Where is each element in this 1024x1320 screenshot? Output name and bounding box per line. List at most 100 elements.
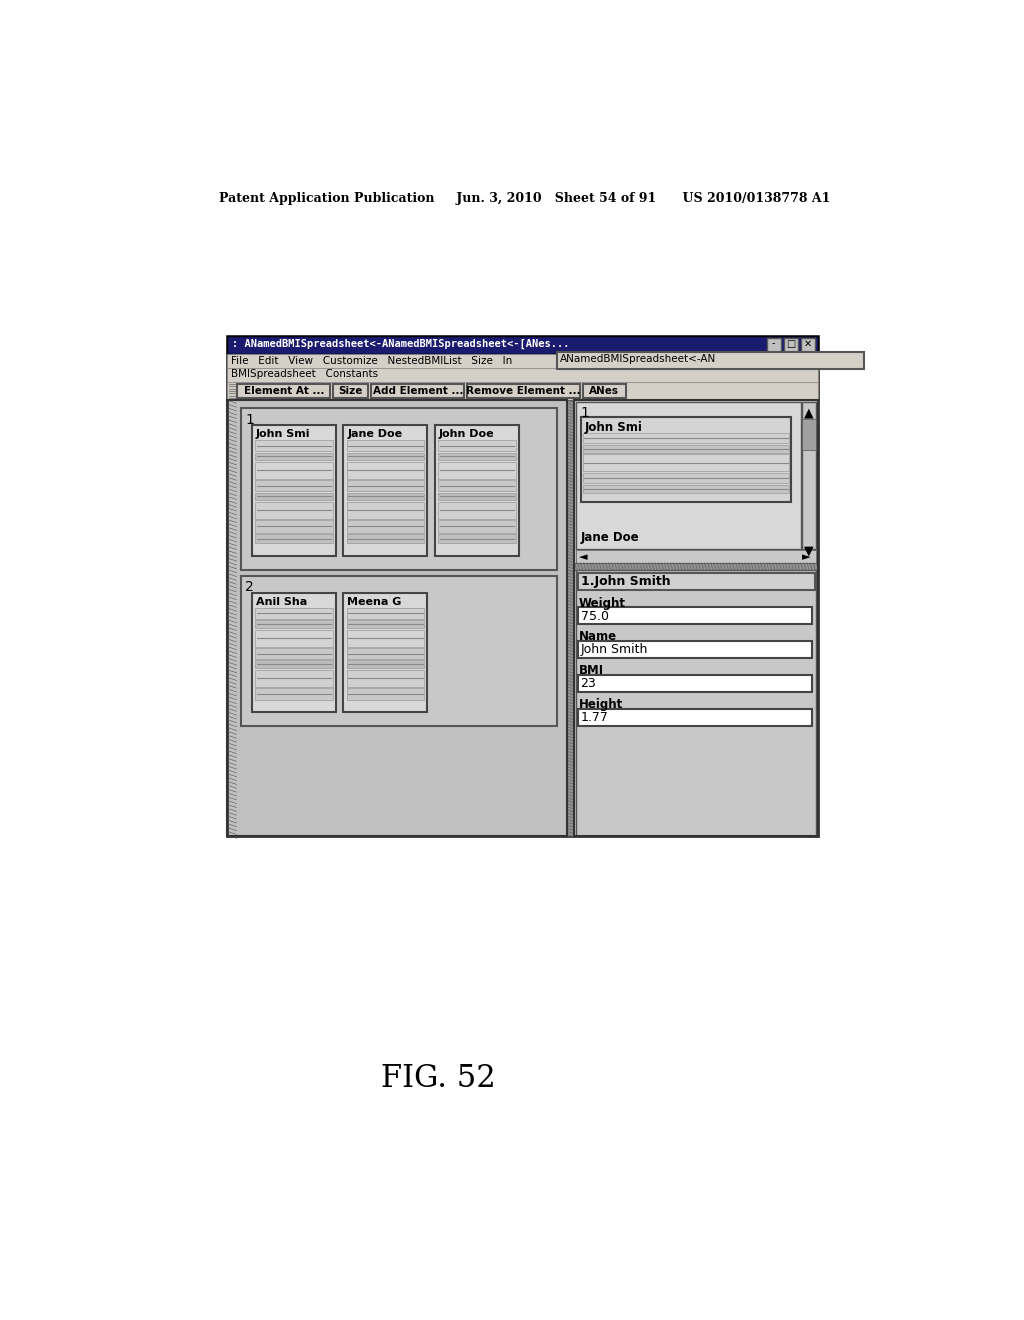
Bar	[438, 502, 515, 519]
Text: □: □	[786, 339, 796, 348]
Bar	[346, 669, 424, 686]
Bar	[238, 384, 331, 397]
Text: ►: ►	[802, 552, 811, 562]
Text: Name: Name	[579, 631, 617, 643]
Bar	[343, 425, 427, 556]
Bar	[227, 335, 818, 354]
Bar	[578, 573, 815, 590]
Bar	[583, 454, 790, 471]
Bar	[767, 338, 780, 351]
Bar	[438, 535, 515, 544]
Text: Patent Application Publication     Jun. 3, 2010   Sheet 54 of 91      US 2010/01: Patent Application Publication Jun. 3, 2…	[219, 191, 830, 205]
Bar	[241, 576, 557, 726]
Bar	[566, 400, 574, 836]
Bar	[255, 660, 333, 668]
Text: John Smith: John Smith	[581, 644, 648, 656]
Bar	[255, 453, 333, 461]
Bar	[346, 520, 424, 533]
Text: FIG. 52: FIG. 52	[381, 1063, 496, 1094]
Text: Height: Height	[579, 698, 624, 711]
Text: ▼: ▼	[805, 544, 814, 557]
Bar	[578, 697, 812, 709]
Bar	[346, 462, 424, 479]
Bar	[346, 620, 424, 628]
Bar	[435, 425, 518, 556]
Text: Element At ...: Element At ...	[244, 385, 324, 396]
Bar	[346, 630, 424, 647]
Bar	[255, 669, 333, 686]
Text: 1.77: 1.77	[581, 711, 608, 725]
Bar	[438, 462, 515, 479]
Text: Weight: Weight	[579, 597, 626, 610]
Bar	[346, 453, 424, 461]
Bar	[227, 354, 818, 368]
Bar	[574, 400, 818, 836]
Bar	[346, 688, 424, 701]
Bar	[578, 642, 812, 659]
Bar	[438, 480, 515, 491]
Text: Anil Sha: Anil Sha	[256, 597, 307, 606]
Text: 1: 1	[581, 407, 590, 420]
Bar	[578, 607, 812, 624]
Text: : ANamedBMISpreadsheet<-ANamedBMISpreadsheet<-[ANes...: : ANamedBMISpreadsheet<-ANamedBMISpreads…	[231, 339, 569, 348]
Bar	[438, 441, 515, 451]
Bar	[346, 660, 424, 668]
Text: Meena G: Meena G	[347, 597, 401, 606]
Bar	[255, 480, 333, 491]
Bar	[346, 609, 424, 619]
Text: BMI: BMI	[579, 664, 604, 677]
Text: File   Edit   View   Customize   NestedBMIList   Size   In: File Edit View Customize NestedBMIList S…	[231, 355, 512, 366]
Bar	[255, 620, 333, 628]
Text: Add Element ...: Add Element ...	[373, 385, 463, 396]
Text: Remove Element ...: Remove Element ...	[466, 385, 581, 396]
Text: John Doe: John Doe	[438, 429, 495, 438]
Bar	[346, 480, 424, 491]
Bar	[802, 420, 816, 450]
Text: 1.John Smith: 1.John Smith	[581, 576, 671, 587]
Bar	[372, 384, 464, 397]
Text: -: -	[772, 339, 775, 348]
Bar	[255, 462, 333, 479]
Text: John Smi: John Smi	[585, 421, 642, 434]
Bar	[783, 338, 798, 351]
Bar	[581, 417, 792, 502]
Bar	[346, 502, 424, 519]
Bar	[578, 663, 812, 675]
Bar	[255, 492, 333, 500]
Bar	[346, 492, 424, 500]
Bar	[583, 433, 790, 444]
Text: Size: Size	[339, 385, 362, 396]
Bar	[802, 401, 816, 549]
Bar	[557, 352, 864, 370]
Text: 75.0: 75.0	[581, 610, 608, 623]
Bar	[252, 593, 336, 711]
Text: ◄: ◄	[579, 552, 588, 562]
Bar	[255, 441, 333, 451]
Bar	[438, 453, 515, 461]
Bar	[574, 562, 818, 570]
Bar	[255, 648, 333, 659]
Bar	[255, 609, 333, 619]
Bar	[227, 368, 818, 381]
Bar	[438, 520, 515, 533]
Text: ✕: ✕	[804, 339, 812, 348]
Text: BMISpreadsheet   Constants: BMISpreadsheet Constants	[231, 370, 378, 379]
Bar	[227, 381, 818, 400]
Bar	[578, 628, 812, 642]
Bar	[227, 335, 818, 836]
Text: ▲: ▲	[805, 407, 814, 420]
Text: Jane Doe: Jane Doe	[347, 429, 402, 438]
Bar	[255, 535, 333, 544]
Bar	[575, 570, 816, 836]
Bar	[583, 384, 626, 397]
Bar	[578, 595, 812, 607]
Bar	[801, 338, 815, 351]
Bar	[255, 630, 333, 647]
Text: 1: 1	[245, 412, 254, 426]
Bar	[583, 473, 790, 483]
Bar	[227, 400, 237, 836]
Bar	[583, 445, 790, 453]
Bar	[343, 593, 427, 711]
Bar	[575, 401, 801, 549]
Bar	[346, 648, 424, 659]
